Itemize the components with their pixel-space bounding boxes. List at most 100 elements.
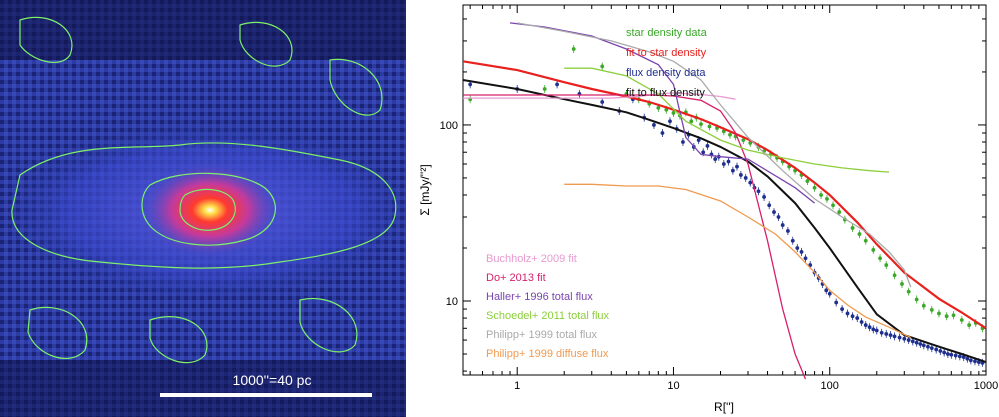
data-point [707, 124, 712, 129]
surface-density-plot: 1 10 100 1000 10 100 star density data fit to … [406, 0, 999, 417]
x-axis-label: R[''] [714, 400, 734, 414]
data-point [542, 87, 547, 91]
data-point [735, 164, 739, 169]
series-line [517, 22, 912, 288]
y-tick-label: 100 [440, 120, 458, 132]
data-point [600, 64, 605, 69]
data-point [976, 360, 981, 364]
data-point [855, 316, 860, 320]
data-point [944, 314, 949, 319]
y-axis-label: Σ [mJy/''²] [418, 164, 432, 215]
y-tick-label: 10 [446, 296, 458, 308]
data-point [668, 119, 672, 124]
data-point [906, 289, 911, 294]
data-point [945, 352, 950, 356]
data-point [819, 193, 823, 197]
data-point [871, 327, 876, 332]
data-point [840, 307, 845, 311]
series-philipp-1999-diffuse-flux [564, 183, 912, 339]
data-point [689, 119, 694, 124]
contour-patch-1 [19, 16, 73, 64]
data-point [938, 349, 943, 353]
legend-entry: Philipp+ 1999 total flux [486, 329, 597, 341]
data-point [696, 138, 701, 143]
data-point [942, 350, 947, 355]
data-point [699, 122, 703, 127]
sky-dark-bottom [0, 360, 406, 417]
data-point [884, 263, 889, 267]
legend-entry: fit to star density [626, 47, 707, 59]
x-tick-label: 10 [667, 380, 679, 392]
data-point [949, 352, 954, 357]
plot-series [462, 22, 987, 380]
data-point [786, 229, 790, 233]
data-point [743, 176, 748, 180]
data-point [701, 150, 706, 155]
central-cluster [140, 162, 280, 258]
data-point [772, 210, 776, 214]
series-line [463, 94, 807, 380]
data-point [805, 179, 810, 183]
data-point [914, 340, 919, 345]
data-point [953, 353, 958, 358]
data-point [799, 250, 804, 254]
data-point [929, 346, 934, 351]
data-point [918, 342, 923, 346]
contour-patch-2 [239, 21, 293, 67]
data-point [738, 173, 743, 177]
legend-entry: Buchholz+ 2009 fit [486, 253, 577, 265]
data-point [825, 197, 829, 201]
data-point [834, 300, 839, 305]
series-line [462, 60, 987, 330]
data-point [468, 82, 473, 87]
data-point [803, 256, 808, 261]
data-point [827, 291, 832, 296]
data-point [756, 189, 761, 194]
legend-entry: star density data [626, 27, 708, 39]
data-point [863, 323, 868, 327]
data-point [973, 359, 977, 364]
data-point [767, 203, 772, 208]
tick-labels: 1 10 100 1000 10 100 [440, 120, 999, 392]
data-point [859, 320, 864, 324]
data-point [845, 311, 850, 316]
data-point [721, 162, 726, 166]
data-point [900, 282, 904, 286]
data-point [726, 159, 731, 164]
data-point [795, 246, 800, 250]
data-point [914, 297, 919, 302]
sky-image-panel: 1000''=40 pc [0, 0, 406, 417]
data-point [863, 238, 868, 243]
data-point [571, 47, 576, 51]
data-point [837, 210, 842, 214]
data-point [884, 332, 889, 336]
series-schoedel-2011-total-flux [564, 67, 890, 173]
legend-entry: Haller+ 1996 total flux [486, 291, 593, 303]
data-point [929, 308, 934, 312]
scale-bar-label: 1000''=40 pc [232, 372, 312, 388]
data-point [824, 288, 829, 293]
data-point [850, 226, 855, 230]
plot-frame [462, 4, 987, 376]
data-point [961, 355, 966, 360]
series-haller-1996-total-flux [509, 22, 816, 204]
data-point [780, 223, 785, 227]
data-point [867, 325, 872, 330]
x-tick-label: 1 [514, 380, 520, 392]
legend: star density data fit to star density flux… [486, 27, 708, 360]
data-point [831, 203, 835, 208]
data-point [902, 336, 907, 341]
data-point [906, 338, 911, 342]
data-point [713, 157, 718, 161]
contour-inner [179, 188, 236, 231]
data-point [937, 311, 941, 316]
data-point [728, 132, 732, 137]
legend-entry: Do+ 2013 fit [486, 272, 546, 284]
data-point [705, 144, 710, 148]
sky-dark-top [0, 0, 406, 60]
data-point [671, 111, 676, 115]
plot-canvas: 1 10 100 1000 10 100 star density data fit to … [418, 4, 999, 414]
data-point [871, 248, 876, 252]
sky-image [0, 0, 406, 417]
series-philipp-1999-total-flux [517, 22, 912, 288]
